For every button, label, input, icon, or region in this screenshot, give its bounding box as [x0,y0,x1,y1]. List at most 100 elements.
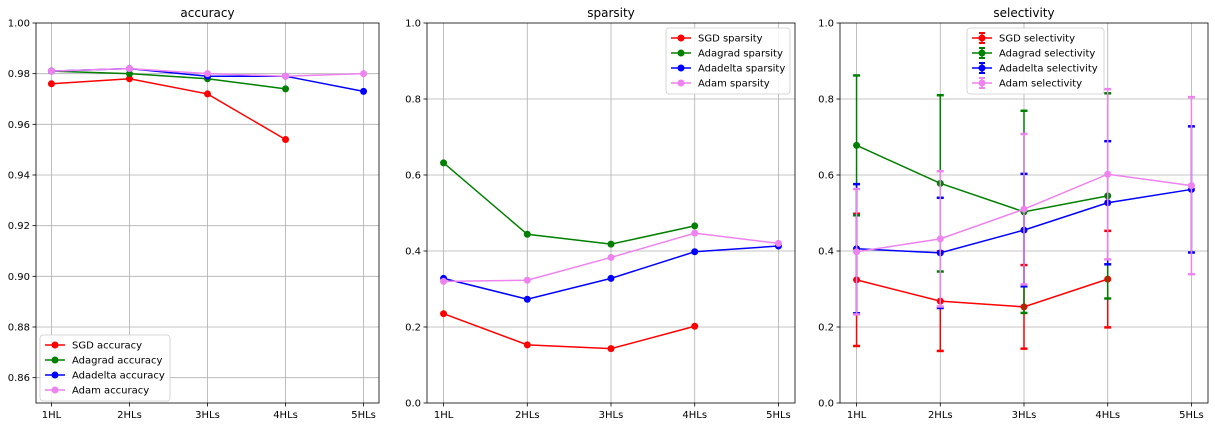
series-line [856,278,1108,308]
data-point [282,136,290,144]
legend-marker [677,79,685,87]
legend-marker [978,34,986,42]
x-tick-label: 4HLs [1095,410,1120,421]
data-point [440,159,448,167]
data-point [523,341,531,349]
data-point [523,276,531,284]
legend-label: Adadelta accuracy [72,371,165,382]
legend-label: Adam selectivity [999,79,1082,90]
legend: SGD selectivity Adagrad selectivity Adadel… [966,27,1105,95]
data-point [47,67,55,75]
data-point [691,222,699,230]
y-tick-label: 0.6 [405,171,421,182]
y-tick-label: 0.86 [8,373,30,384]
legend-item: SGD selectivity [972,32,1075,45]
legend-label: Adam accuracy [72,386,149,397]
series-line [51,70,286,90]
data-point [691,248,699,256]
x-tick-label: 1HL [434,410,454,421]
x-tick-label: 4HLs [682,410,707,421]
legend-marker [51,371,59,379]
series-sgd-selectivity [853,212,1112,353]
x-tick-label: 2HLs [117,410,142,421]
data-point [523,295,531,303]
data-point [1020,205,1028,213]
data-point [1104,170,1112,178]
legend-item: Adagrad sparsity [671,49,783,60]
chart-title: accuracy [180,6,234,20]
legend-label: Adadelta selectivity [999,64,1098,75]
data-point [853,248,861,256]
y-tick-label: 0.98 [8,69,30,80]
legend: SGD accuracy Adagrad accuracy Adadelta acc… [39,334,171,402]
x-tick-label: 3HLs [1012,410,1037,421]
y-tick-label: 0.4 [405,247,421,258]
panel-selectivity: selectivity 1HL 2HLs 3HLs 4HLs 5HLs 0.0 0.2 0.4 0… [818,6,1209,421]
legend-item: Adagrad selectivity [972,47,1095,60]
legend-marker [978,49,986,57]
legend: SGD sparsity Adagrad sparsity Adadelta spa… [665,27,791,95]
data-point [282,72,290,80]
series-adam-selectivity [853,87,1195,316]
data-point [523,230,531,238]
y-tick-label: 0.8 [818,95,834,106]
legend-item: SGD sparsity [671,34,763,45]
legend-marker [677,64,685,72]
legend-item: Adadelta sparsity [671,64,785,75]
y-tick-label: 0.2 [405,323,421,334]
y-tick-label: 0.88 [8,323,30,334]
legend-marker [677,49,685,57]
legend-marker [978,64,986,72]
y-tick-label: 0.94 [8,171,30,182]
legend-label: SGD selectivity [999,34,1075,45]
legend-label: Adagrad selectivity [999,49,1095,60]
legend-label: SGD sparsity [698,34,763,45]
legend-item: Adadelta selectivity [972,62,1098,75]
series-sgd-sparsity [440,310,699,353]
data-point [125,70,133,78]
legend-label: Adagrad accuracy [72,356,162,367]
series-line [443,162,695,245]
series-adam-sparsity [440,229,782,285]
y-tick-label: 0.90 [8,272,30,283]
data-point [607,274,615,282]
legend-label: Adam sparsity [698,79,770,90]
series-adadelta-sparsity [440,242,782,303]
data-point [125,75,133,83]
y-tick-label: 0.0 [405,399,421,410]
y-tick-label: 0.0 [818,399,834,410]
data-point [204,90,211,98]
y-tick-label: 0.6 [818,171,834,182]
y-tick-label: 0.92 [8,221,30,232]
legend-label: SGD accuracy [72,341,142,352]
x-tick-label: 4HLs [273,410,298,421]
legend-label: Adadelta sparsity [698,64,785,75]
legend-marker [51,356,59,364]
chart-title: sparsity [587,6,635,20]
data-point [440,277,448,285]
x-tick-label: 1HL [42,410,62,421]
x-tick-label: 5HLs [1179,410,1204,421]
legend-item: Adadelta accuracy [45,371,165,382]
legend-box [966,27,1105,95]
data-point [936,235,944,243]
y-tick-label: 1.00 [8,19,30,30]
panel-sparsity: sparsity 1HL 2HLs 3HLs 4HLs 5HLs 0.0 0.2 0.4 0.6 0… [405,6,796,421]
x-tick-label: 5HLs [766,410,791,421]
y-tick-label: 0.8 [405,95,421,106]
y-tick-label: 1.0 [818,19,834,30]
series-adagrad-selectivity [853,74,1112,315]
x-tick-label: 5HLs [351,410,376,421]
legend-item: Adam sparsity [671,79,770,90]
series-adam-accuracy [47,65,368,80]
legend-marker [677,34,685,42]
data-point [360,70,368,78]
legend-marker [978,79,986,87]
legend-item: Adam accuracy [45,386,149,397]
legend-box [665,27,791,95]
y-tick-label: 0.4 [818,247,834,258]
y-tick-label: 0.96 [8,120,30,131]
data-point [607,345,615,353]
chart-title: selectivity [993,6,1054,20]
x-tick-label: 2HLs [515,410,540,421]
